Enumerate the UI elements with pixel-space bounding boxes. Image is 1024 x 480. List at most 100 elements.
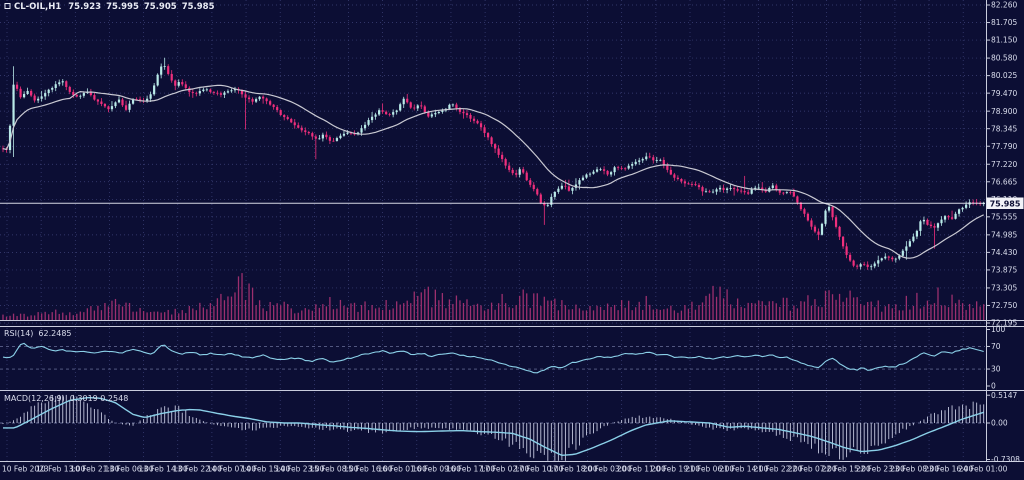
candle-body[interactable] [346, 132, 349, 134]
candle-body[interactable] [539, 194, 542, 204]
time-axis-label[interactable]: 20 Feb 11:00 [617, 465, 666, 474]
time-axis-label[interactable]: 22 Feb 15:00 [822, 465, 871, 474]
time-axis-label[interactable]: 22 Feb 07:00 [787, 465, 836, 474]
candle-body[interactable] [849, 254, 852, 261]
candle-body[interactable] [490, 137, 493, 145]
candle-body[interactable] [448, 104, 451, 109]
candle-body[interactable] [170, 73, 173, 81]
candle-body[interactable] [536, 189, 539, 195]
candle-body[interactable] [209, 89, 212, 92]
candle-body[interactable] [613, 167, 616, 173]
candle-body[interactable] [360, 128, 363, 133]
candle-body[interactable] [423, 106, 426, 113]
candle-body[interactable] [922, 219, 926, 222]
candle-body[interactable] [820, 223, 824, 235]
candle-body[interactable] [887, 256, 890, 258]
candle-body[interactable] [198, 91, 201, 94]
candle-body[interactable] [560, 185, 563, 189]
candle-body[interactable] [469, 115, 472, 119]
candle-body[interactable] [641, 159, 644, 161]
candle-body[interactable] [856, 265, 859, 267]
candle-body[interactable] [293, 122, 296, 126]
candle-body[interactable] [841, 236, 845, 247]
candle-body[interactable] [128, 103, 131, 110]
candle-body[interactable] [472, 118, 476, 121]
candle-body[interactable] [929, 224, 933, 227]
candle-body[interactable] [416, 105, 419, 109]
candle-body[interactable] [915, 230, 918, 237]
time-axis-label[interactable]: 16 Feb 01:00 [378, 465, 427, 474]
candle-body[interactable] [638, 160, 641, 162]
candle-body[interactable] [233, 88, 237, 91]
candle-body[interactable] [160, 66, 163, 75]
candle-body[interactable] [89, 91, 92, 96]
candle-body[interactable] [37, 98, 40, 101]
candle-body[interactable] [202, 89, 205, 92]
candle-body[interactable] [26, 90, 29, 95]
candle-body[interactable] [680, 178, 683, 182]
candle-body[interactable] [388, 114, 391, 115]
candle-body[interactable] [863, 264, 866, 266]
candle-body[interactable] [349, 132, 353, 134]
time-axis-label[interactable]: 21 Feb 22:00 [753, 465, 802, 474]
candle-body[interactable] [247, 97, 251, 100]
candle-body[interactable] [553, 191, 556, 197]
candle-body[interactable] [328, 137, 331, 141]
candle-body[interactable] [943, 216, 947, 220]
candle-body[interactable] [634, 161, 637, 165]
candle-body[interactable] [378, 110, 381, 115]
candle-body[interactable] [494, 144, 497, 149]
candle-body[interactable] [859, 264, 862, 267]
candle-body[interactable] [395, 110, 398, 113]
candle-body[interactable] [789, 192, 792, 193]
candle-body[interactable] [743, 191, 746, 193]
candle-body[interactable] [522, 169, 525, 173]
candle-body[interactable] [272, 104, 275, 108]
candle-body[interactable] [564, 185, 567, 187]
candle-body[interactable] [796, 196, 799, 203]
candle-body[interactable] [761, 187, 764, 191]
candle-body[interactable] [940, 219, 943, 224]
candle-body[interactable] [673, 174, 676, 178]
candle-body[interactable] [778, 189, 781, 193]
rsi-indicator-panel[interactable] [0, 342, 985, 374]
candle-body[interactable] [919, 221, 922, 231]
candle-body[interactable] [61, 81, 64, 83]
candle-body[interactable] [926, 219, 929, 225]
candle-body[interactable] [961, 207, 964, 210]
candle-body[interactable] [153, 85, 156, 95]
candle-body[interactable] [687, 183, 690, 185]
candle-body[interactable] [325, 134, 328, 138]
candle-body[interactable] [813, 226, 817, 232]
time-axis-label[interactable]: 16 Feb 09:00 [412, 465, 461, 474]
candle-body[interactable] [806, 213, 810, 221]
candle-body[interactable] [367, 120, 370, 125]
candle-body[interactable] [701, 187, 704, 192]
candle-body[interactable] [131, 99, 135, 104]
candle-body[interactable] [72, 91, 75, 95]
candle-body[interactable] [181, 82, 184, 85]
candle-body[interactable] [497, 148, 500, 155]
candle-body[interactable] [219, 93, 223, 95]
candle-body[interactable] [138, 99, 142, 101]
candle-body[interactable] [51, 87, 54, 90]
candle-body[interactable] [40, 96, 43, 99]
candle-body[interactable] [297, 125, 300, 128]
candle-body[interactable] [107, 106, 110, 110]
candle-body[interactable] [676, 177, 679, 179]
candle-body[interactable] [332, 140, 335, 142]
candle-body[interactable] [884, 256, 887, 259]
candle-body[interactable] [525, 172, 528, 181]
candle-body[interactable] [880, 258, 883, 261]
candle-body[interactable] [567, 186, 571, 191]
candle-body[interactable] [124, 105, 128, 110]
candle-body[interactable] [666, 165, 669, 170]
candle-body[interactable] [501, 154, 504, 160]
candle-body[interactable] [624, 168, 627, 170]
candle-body[interactable] [810, 220, 813, 227]
candle-body[interactable] [392, 112, 395, 115]
candle-body[interactable] [342, 133, 346, 136]
candle-body[interactable] [205, 89, 208, 91]
candle-body[interactable] [455, 104, 458, 109]
